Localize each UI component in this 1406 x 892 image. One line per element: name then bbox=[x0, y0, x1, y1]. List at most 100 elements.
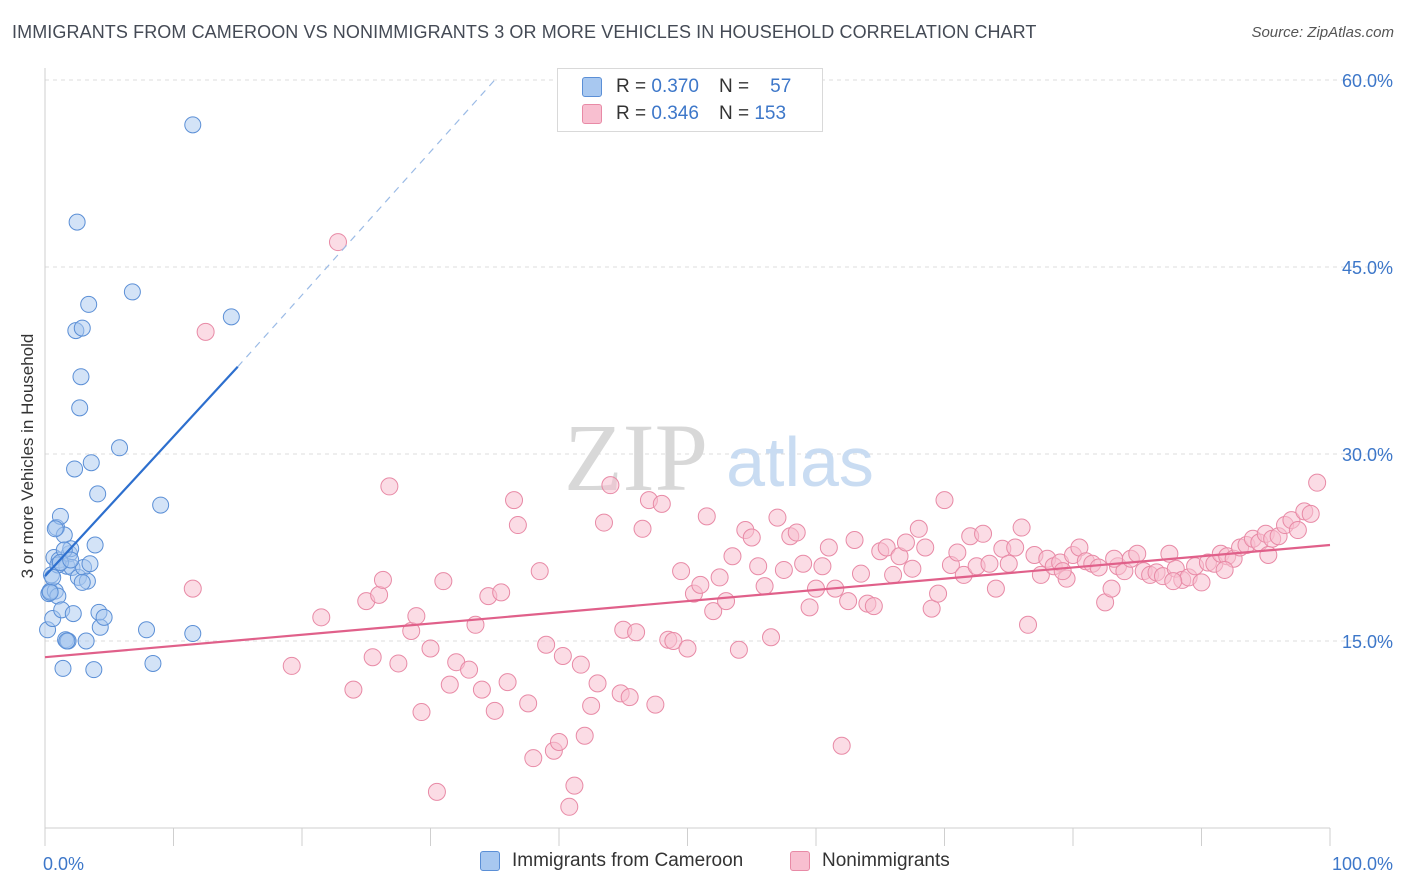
nonimmigrants-point bbox=[485, 701, 504, 720]
nonimmigrants-point bbox=[1288, 521, 1307, 540]
legend-r-label: R = bbox=[616, 103, 647, 124]
nonimmigrants-point bbox=[929, 584, 948, 603]
nonimmigrants-point bbox=[620, 688, 639, 707]
nonimmigrants-point bbox=[691, 575, 710, 594]
nonimmigrants-point bbox=[1308, 473, 1327, 492]
cameroon-point bbox=[184, 625, 202, 643]
nonimmigrants-point bbox=[407, 607, 426, 626]
cameroon-point bbox=[64, 605, 82, 623]
nonimmigrants-point bbox=[704, 602, 723, 621]
nonimmigrants-point bbox=[1215, 560, 1234, 579]
legend-r-value: 0.370 bbox=[651, 76, 699, 97]
nonimmigrants-point bbox=[524, 749, 543, 768]
nonimmigrants-point bbox=[1301, 504, 1320, 523]
nonimmigrants-point bbox=[363, 648, 382, 667]
nonimmigrants-point bbox=[498, 673, 517, 692]
trend-lines bbox=[44, 79, 1331, 659]
bottom-legend-nonimmigrants: Nonimmigrants bbox=[790, 850, 950, 872]
cameroon-point bbox=[66, 460, 84, 478]
watermark-atlas: atlas bbox=[726, 423, 874, 501]
nonimmigrants-point bbox=[553, 646, 572, 665]
correlation-legend: R = 0.370 N = 57 R = 0.346 N = 153 bbox=[557, 68, 823, 132]
nonimmigrants-point bbox=[864, 597, 883, 616]
legend-n-value: 153 bbox=[754, 103, 787, 124]
axes bbox=[44, 68, 1331, 846]
nonimmigrants-point bbox=[980, 554, 999, 573]
nonimmigrants-point bbox=[974, 524, 993, 543]
x-tick-label: 100.0% bbox=[1332, 854, 1393, 874]
cameroon-point bbox=[46, 520, 64, 538]
cameroon-point bbox=[54, 659, 72, 677]
cameroon-point bbox=[81, 555, 99, 573]
legend-row-cameroon: R = 0.370 N = 57 bbox=[582, 73, 791, 101]
nonimmigrants-point bbox=[787, 523, 806, 542]
nonimmigrants-point bbox=[935, 491, 954, 510]
nonimmigrants-point bbox=[884, 565, 903, 584]
nonimmigrants-point bbox=[1089, 558, 1108, 577]
nonimmigrants-point bbox=[749, 557, 768, 576]
legend-r-label: R = bbox=[616, 76, 647, 97]
legend-row-nonimmigrants: R = 0.346 N = 153 bbox=[582, 100, 786, 128]
nonimmigrants-point bbox=[794, 554, 813, 573]
cameroon-point bbox=[73, 573, 91, 591]
nonimmigrants-point bbox=[800, 598, 819, 617]
cameroon-point bbox=[144, 654, 162, 672]
cameroon-point bbox=[222, 308, 240, 326]
nonimmigrants-point bbox=[412, 703, 431, 722]
nonimmigrants-point bbox=[575, 726, 594, 745]
nonimmigrants-point bbox=[1128, 544, 1147, 563]
nonimmigrants-point bbox=[196, 322, 215, 341]
nonimmigrants-point bbox=[565, 776, 584, 795]
chart-title: IMMIGRANTS FROM CAMEROON VS NONIMMIGRANT… bbox=[12, 22, 1037, 42]
nonimmigrants-point bbox=[909, 519, 928, 538]
nonimmigrants-point bbox=[427, 782, 446, 801]
nonimmigrants-point bbox=[813, 557, 832, 576]
nonimmigrants-point bbox=[697, 507, 716, 526]
nonimmigrants-point bbox=[550, 732, 568, 751]
nonimmigrants-point bbox=[948, 543, 967, 562]
nonimmigrants-point bbox=[460, 660, 479, 679]
cameroon-point bbox=[184, 116, 202, 134]
legend-r-value: 0.346 bbox=[651, 103, 699, 124]
cameroon-point bbox=[80, 295, 98, 313]
nonimmigrants-point bbox=[729, 640, 748, 659]
cameroon-point bbox=[71, 399, 89, 417]
nonimmigrants-point bbox=[903, 559, 922, 578]
watermark: ZIP atlas bbox=[564, 404, 874, 511]
cameroon-point bbox=[89, 485, 107, 503]
nonimmigrants-point bbox=[1012, 518, 1031, 537]
cameroon-point bbox=[95, 608, 113, 626]
y-tick-label: 15.0% bbox=[1342, 632, 1393, 652]
y-axis-label: 3 or more Vehicles in Household bbox=[18, 333, 37, 579]
nonimmigrants-point bbox=[1102, 579, 1121, 598]
chart-source: Source: ZipAtlas.com bbox=[1251, 24, 1394, 41]
cameroon-point bbox=[44, 568, 62, 586]
nonimmigrants-point bbox=[380, 477, 399, 496]
cameroon-point bbox=[73, 319, 91, 337]
nonimmigrants-point bbox=[922, 599, 941, 618]
nonimmigrants-point bbox=[508, 516, 527, 535]
nonimmigrants-point bbox=[999, 554, 1018, 573]
nonimmigrants-point bbox=[282, 656, 301, 675]
nonimmigrants-point bbox=[627, 623, 646, 642]
cameroon-point bbox=[111, 439, 129, 457]
nonimmigrants-point bbox=[530, 562, 549, 581]
nonimmigrants-point bbox=[1164, 572, 1183, 591]
bottom-legend-swatch-cameroon bbox=[480, 851, 500, 871]
nonimmigrants-point bbox=[1019, 615, 1038, 634]
cameroon-trend-extension bbox=[237, 79, 496, 368]
nonimmigrants-point bbox=[774, 560, 793, 579]
nonimmigrants-trend-line bbox=[44, 543, 1331, 659]
nonimmigrants-point bbox=[183, 579, 202, 598]
nonimmigrants-point bbox=[839, 592, 858, 611]
cameroon-point bbox=[86, 536, 104, 554]
cameroon-point bbox=[62, 551, 80, 569]
nonimmigrants-point bbox=[492, 583, 511, 602]
y-tick-label: 60.0% bbox=[1342, 71, 1393, 91]
cameroon-point bbox=[41, 583, 59, 601]
nonimmigrants-point bbox=[421, 639, 440, 658]
nonimmigrants-point bbox=[916, 538, 935, 557]
nonimmigrants-point bbox=[877, 538, 896, 557]
nonimmigrants-point bbox=[717, 592, 736, 611]
